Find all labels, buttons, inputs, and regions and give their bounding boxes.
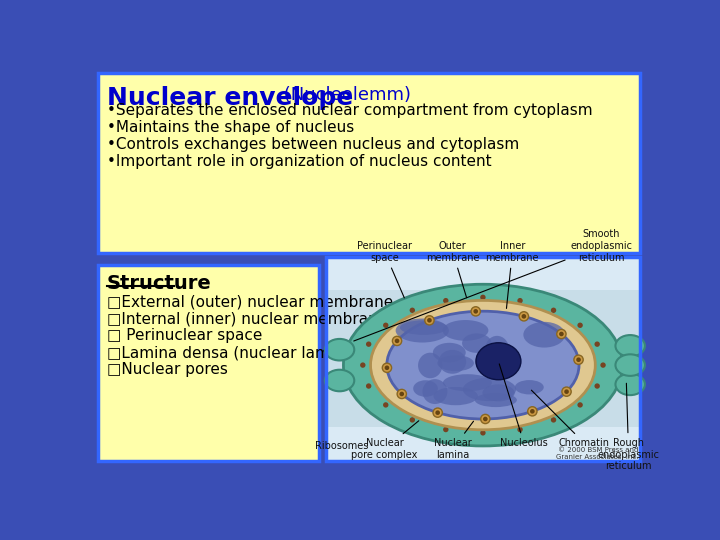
Circle shape [383,322,389,328]
Circle shape [564,389,569,394]
Circle shape [574,355,583,364]
Circle shape [559,332,564,336]
Text: Rough
endoplasmic
reticulum: Rough endoplasmic reticulum [598,383,660,471]
Circle shape [392,336,402,346]
Text: □ Perinuclear space: □ Perinuclear space [107,328,262,343]
Circle shape [410,308,415,313]
Text: © 2000 BSM Press and
Granier Associates, Inc.: © 2000 BSM Press and Granier Associates,… [557,447,639,460]
Text: □Lamina densa (nuclear lamina): □Lamina densa (nuclear lamina) [107,345,359,360]
Ellipse shape [443,320,488,341]
Ellipse shape [325,370,354,392]
Circle shape [471,307,480,316]
Ellipse shape [616,374,645,395]
Ellipse shape [523,322,565,348]
FancyBboxPatch shape [326,427,640,461]
Text: Perinuclear
space: Perinuclear space [357,241,412,298]
Circle shape [480,430,485,436]
Circle shape [551,308,557,313]
Circle shape [521,314,526,319]
Text: Nucleolus: Nucleolus [499,364,548,448]
Ellipse shape [423,379,447,404]
FancyBboxPatch shape [98,265,319,461]
Ellipse shape [616,335,645,356]
Ellipse shape [474,393,517,407]
FancyBboxPatch shape [326,257,640,289]
Text: □External (outer) nuclear membrane: □External (outer) nuclear membrane [107,294,393,309]
Circle shape [397,389,406,399]
Text: Smooth
endoplasmic
reticulum: Smooth endoplasmic reticulum [354,230,632,341]
Text: •Important role in organization of nucleus content: •Important role in organization of nucle… [107,154,492,169]
Ellipse shape [462,333,492,353]
Text: •Maintains the shape of nucleus: •Maintains the shape of nucleus [107,120,354,135]
Circle shape [576,357,581,362]
Circle shape [410,417,415,423]
Circle shape [383,402,389,408]
Circle shape [480,295,485,300]
Text: Nuclear
pore complex: Nuclear pore complex [351,421,419,460]
Ellipse shape [476,343,521,380]
Ellipse shape [482,384,515,401]
Circle shape [577,322,582,328]
Circle shape [473,309,478,314]
Circle shape [519,312,528,321]
Ellipse shape [433,387,478,405]
Circle shape [518,427,523,432]
Circle shape [443,298,449,303]
FancyBboxPatch shape [326,257,640,461]
Ellipse shape [438,350,466,374]
Ellipse shape [437,355,474,371]
Text: □Internal (inner) nuclear membrane: □Internal (inner) nuclear membrane [107,311,387,326]
Circle shape [562,387,571,396]
Circle shape [366,383,372,389]
Text: Nuclear envelope: Nuclear envelope [107,86,354,110]
Text: Structure: Structure [107,274,212,293]
Ellipse shape [343,284,622,446]
Circle shape [530,409,535,414]
Circle shape [433,408,442,417]
Circle shape [427,318,432,322]
Ellipse shape [396,319,449,342]
Circle shape [384,366,390,370]
Circle shape [436,410,440,415]
Circle shape [528,407,537,416]
Circle shape [366,341,372,347]
Ellipse shape [418,353,442,378]
Ellipse shape [387,311,579,419]
Circle shape [483,417,487,421]
Circle shape [557,329,566,339]
Circle shape [518,298,523,303]
Circle shape [595,341,600,347]
Circle shape [481,414,490,423]
Circle shape [443,427,449,432]
Ellipse shape [413,380,438,397]
Text: □Nuclear pores: □Nuclear pores [107,362,228,377]
Ellipse shape [325,339,354,361]
Ellipse shape [515,380,544,394]
Circle shape [577,402,582,408]
Circle shape [400,392,404,396]
Text: Chromatin: Chromatin [531,390,610,448]
Circle shape [551,417,557,423]
Text: •Controls exchanges between nucleus and cytoplasm: •Controls exchanges between nucleus and … [107,137,519,152]
Circle shape [595,383,600,389]
Ellipse shape [616,354,645,376]
Text: Outer
membrane: Outer membrane [426,241,480,298]
Circle shape [382,363,392,373]
Circle shape [360,362,366,368]
Ellipse shape [400,320,447,335]
Circle shape [425,316,434,325]
Text: (Nucleolemm): (Nucleolemm) [277,86,410,104]
Ellipse shape [371,300,595,430]
Ellipse shape [433,343,466,362]
Text: Ribosomes: Ribosomes [315,441,369,450]
Text: Inner
membrane: Inner membrane [485,241,539,308]
Circle shape [600,362,606,368]
Text: •Separates the enclosed nuclear compartment from cytoplasm: •Separates the enclosed nuclear compartm… [107,103,593,118]
Circle shape [395,339,400,343]
Ellipse shape [443,374,492,391]
Ellipse shape [463,377,516,401]
FancyBboxPatch shape [98,72,640,253]
Text: Nuclear
lamina: Nuclear lamina [434,421,474,460]
Ellipse shape [485,336,509,362]
